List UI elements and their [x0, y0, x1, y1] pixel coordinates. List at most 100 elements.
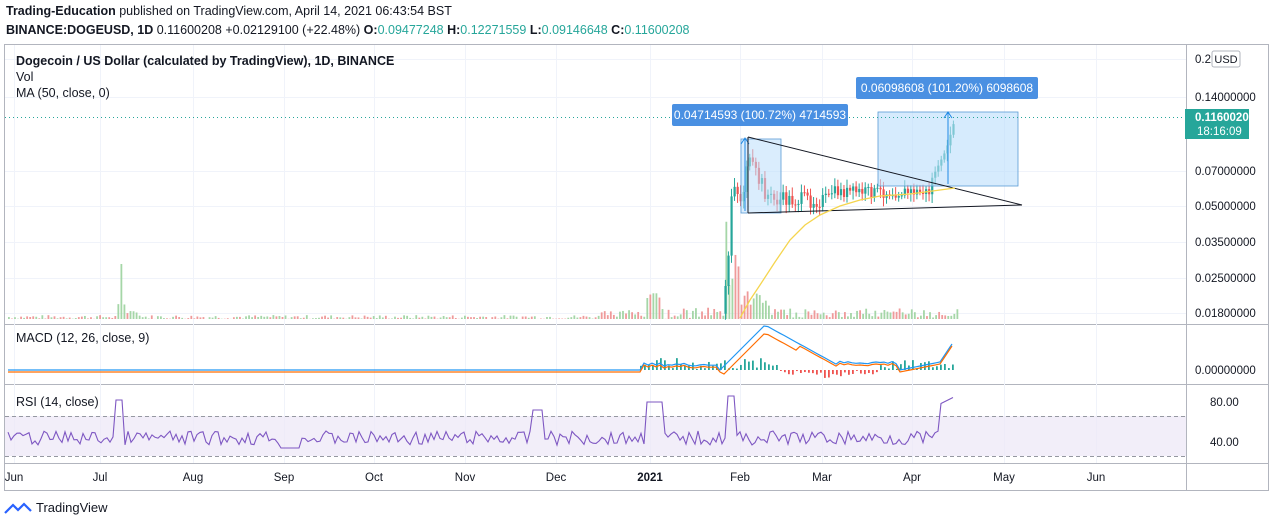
- macd-histogram-bar: [808, 370, 810, 373]
- candle-body: [791, 195, 794, 205]
- volume-bar: [701, 311, 703, 319]
- symbol-label: BINANCE:DOGEUSD, 1D: [6, 23, 154, 37]
- volume-legend[interactable]: Vol: [16, 70, 34, 84]
- volume-bar: [688, 317, 691, 319]
- macd-histogram-bar: [804, 370, 806, 373]
- volume-bar: [512, 315, 515, 319]
- volume-bar: [883, 310, 886, 319]
- ma-legend[interactable]: MA (50, close, 0): [16, 86, 110, 100]
- candle-body: [830, 193, 833, 195]
- author-name[interactable]: Trading-Education: [6, 4, 116, 18]
- volume-bar: [412, 318, 415, 319]
- macd-histogram-bar: [940, 364, 942, 370]
- volume-bar: [944, 315, 947, 319]
- price-axis[interactable]: 0.2 0.14000000 0.07000000 0.05000000 0.03500…: [1195, 54, 1256, 449]
- volume-bar: [804, 309, 807, 319]
- volume-bar: [442, 315, 445, 319]
- triangle-upper-line[interactable]: [747, 136, 1023, 206]
- volume-bar: [245, 316, 247, 319]
- volume-bar: [810, 314, 813, 319]
- currency-button-label[interactable]: USD: [1214, 54, 1237, 66]
- macd-histogram-bar: [900, 364, 902, 370]
- volume-bar: [774, 309, 776, 319]
- volume-bar: [433, 316, 436, 319]
- macd-histogram-bar: [744, 359, 746, 370]
- volume-bar: [916, 317, 919, 319]
- volume-bar: [363, 315, 366, 319]
- volume-bar: [56, 318, 59, 319]
- volume-bar: [41, 315, 44, 319]
- time-tick-label: Mar: [812, 472, 832, 484]
- range-label-1-bg: [672, 104, 848, 126]
- price-tick-label: 0.07000000: [1195, 166, 1256, 178]
- brand-name[interactable]: TradingView: [36, 500, 108, 515]
- time-axis[interactable]: Jun Jul Aug Sep Oct Nov Dec 2021 Feb Mar Apr May Jun: [5, 472, 1106, 484]
- volume-bar: [381, 317, 384, 319]
- ma-50-line[interactable]: [739, 187, 956, 319]
- candle-body: [809, 195, 812, 208]
- candle-body: [806, 192, 809, 196]
- macd-histogram-bar: [932, 367, 934, 370]
- volume-bar: [178, 317, 181, 319]
- candle-body: [912, 189, 916, 195]
- currency-button[interactable]: [1211, 50, 1241, 68]
- volume-bar: [628, 310, 630, 319]
- volume-bar: [901, 312, 904, 319]
- price-tick-label: 0.01800000: [1195, 308, 1256, 320]
- volume-bar: [485, 317, 488, 319]
- volume-bar: [348, 317, 351, 319]
- volume-bar: [272, 315, 275, 319]
- volume-bar: [226, 318, 229, 319]
- volume-bar: [135, 312, 138, 319]
- volume-bar: [187, 318, 190, 319]
- macd-histogram-bar: [904, 360, 906, 370]
- volume-bar: [710, 315, 713, 319]
- volume-bar: [260, 315, 263, 319]
- macd-histogram-bar: [720, 363, 722, 370]
- time-tick-label: Jul: [93, 472, 108, 484]
- volume-bar: [126, 313, 129, 319]
- volume-bar: [847, 316, 849, 319]
- volume-bar: [719, 311, 722, 319]
- triangle-lower-line[interactable]: [747, 204, 1023, 214]
- volume-bar: [570, 317, 573, 319]
- volume-bar: [737, 266, 740, 319]
- macd-histogram-bar: [816, 370, 818, 375]
- footer: TradingView: [4, 500, 108, 515]
- macd-histogram: [640, 358, 954, 378]
- macd-histogram-bar: [948, 368, 950, 370]
- range-box-1[interactable]: [740, 138, 782, 214]
- volume-bar: [330, 315, 333, 319]
- volume-bar: [473, 317, 475, 319]
- candle-body: [922, 191, 925, 195]
- candle-body: [824, 193, 827, 196]
- rsi-legend[interactable]: RSI (14, close): [16, 395, 99, 409]
- volume-bar: [828, 317, 831, 319]
- rsi-line[interactable]: [7, 395, 954, 449]
- volume-bar: [342, 317, 345, 319]
- volume-bar: [758, 295, 761, 319]
- candle-body: [803, 192, 806, 194]
- candle-body: [730, 196, 733, 256]
- volume-bar: [558, 318, 561, 319]
- volume-bar: [318, 317, 320, 319]
- macd-legend[interactable]: MACD (12, 26, close, 9): [16, 331, 150, 345]
- volume-bar: [321, 316, 323, 319]
- macd-signal-line[interactable]: [8, 333, 953, 375]
- volume-bar: [932, 317, 934, 319]
- macd-histogram-bar: [856, 370, 858, 371]
- candle-body: [818, 206, 821, 208]
- candle-body: [836, 186, 840, 196]
- macd-line[interactable]: [8, 325, 953, 371]
- volume-bar: [649, 294, 652, 319]
- volume-bar: [634, 314, 637, 319]
- volume-bar: [594, 317, 597, 319]
- volume-bar: [822, 312, 825, 319]
- volume-bar: [427, 315, 430, 319]
- macd-histogram-bar: [652, 365, 654, 370]
- volume-bar: [780, 309, 782, 319]
- volume-bar: [418, 317, 421, 319]
- volume-bar: [935, 315, 937, 319]
- volume-bar: [470, 317, 472, 319]
